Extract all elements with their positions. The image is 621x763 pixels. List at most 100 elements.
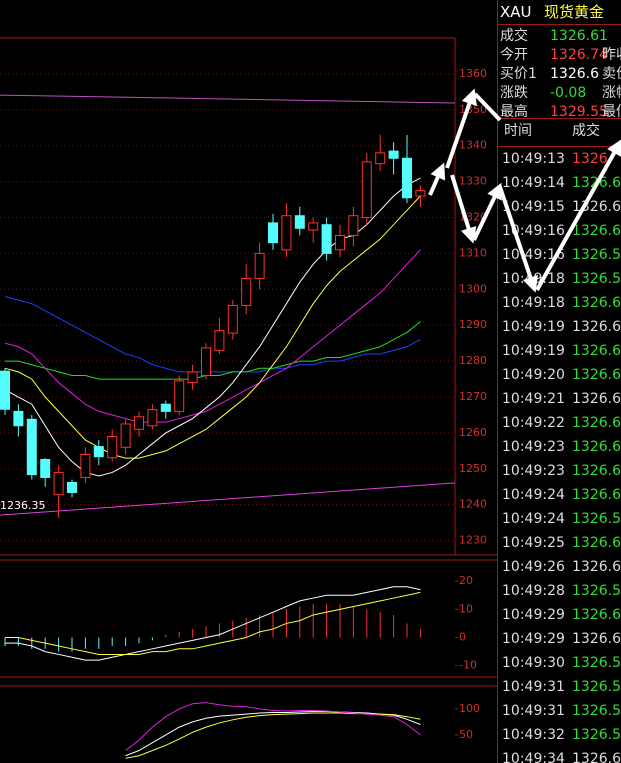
quote-value: 1329.55	[550, 104, 608, 120]
indicator-line	[4, 296, 421, 373]
tick-price: 1326.5	[572, 655, 621, 671]
tick-time: 10:49:23	[502, 439, 565, 455]
tick-price: 1326.5	[572, 703, 621, 719]
candle-body	[214, 330, 225, 351]
tick-time: 10:49:34	[502, 751, 565, 763]
column-header: 成交	[572, 123, 600, 139]
candle-body	[160, 403, 171, 412]
y-tick-label: 1290	[459, 318, 487, 331]
candle-body	[147, 409, 158, 427]
tick-price: 1326.6	[572, 415, 621, 431]
quote-label: 涨幅	[602, 85, 621, 101]
tick-price: 1326.5	[572, 247, 621, 263]
tick-time: 10:49:31	[502, 679, 565, 695]
tick-price: 1326.6	[572, 343, 621, 359]
candle-body	[361, 161, 372, 219]
candle-body	[80, 453, 91, 478]
candle-body	[67, 481, 77, 494]
tick-price: 1326.5	[572, 727, 621, 743]
candle-body	[93, 446, 104, 458]
candle-body	[107, 436, 118, 459]
indicator-line	[5, 586, 421, 661]
quote-label: 买价1	[500, 66, 537, 82]
instrument-name: 现货黄金	[544, 3, 605, 21]
candle-body	[120, 423, 131, 448]
quote-value: -0.08	[550, 85, 587, 101]
tick-price: 1326.6	[572, 631, 621, 647]
candle-body	[348, 215, 359, 236]
candle-body	[268, 222, 278, 244]
y-tick-label: 1230	[459, 534, 487, 547]
tick-time: 10:49:23	[502, 463, 565, 479]
tick-price: 1326.6	[572, 439, 621, 455]
y-tick-label: 10	[459, 602, 473, 615]
candle-body	[13, 410, 24, 427]
indicator-line	[4, 195, 421, 459]
tick-time: 10:49:16	[502, 247, 565, 263]
tick-time: 10:49:32	[502, 727, 565, 743]
candle-body	[227, 304, 238, 334]
quote-label: 昨收	[602, 47, 621, 63]
tick-time: 10:49:31	[502, 703, 565, 719]
y-tick-label: 1250	[459, 462, 487, 475]
y-tick-label: -10	[459, 659, 477, 672]
candle-body	[0, 370, 10, 410]
tick-price: 1326.5	[572, 271, 621, 287]
indicator-line	[5, 591, 421, 655]
indicator-line	[125, 712, 421, 759]
trend-line	[0, 94, 456, 104]
candle-body	[388, 150, 399, 159]
tick-price: 1326	[572, 151, 608, 167]
candle-body	[40, 458, 51, 478]
arrow	[445, 88, 477, 169]
candle-body	[415, 190, 426, 197]
y-tick-label: 1330	[459, 175, 487, 188]
tick-time: 10:49:21	[502, 391, 565, 407]
y-tick-label: 1310	[459, 246, 487, 259]
tick-price: 1326.6	[572, 319, 621, 335]
quote-value: 1326.74	[550, 47, 608, 63]
candle-body	[281, 215, 292, 251]
candle-body	[134, 416, 144, 430]
tick-price: 1326.6	[572, 295, 621, 311]
candle-body	[201, 347, 211, 376]
tick-time: 10:49:13	[502, 151, 565, 167]
candle-body	[26, 418, 37, 476]
tick-price: 1326.5	[572, 511, 621, 527]
tick-time: 10:49:30	[502, 655, 565, 671]
column-header: 时间	[504, 123, 532, 139]
quote-value: 1326.61	[550, 28, 608, 44]
tick-price: 1326.6	[572, 391, 621, 407]
tick-price: 1326.6	[572, 607, 621, 623]
quote-label: 涨跌	[500, 85, 528, 101]
tick-time: 10:49:15	[502, 199, 565, 215]
tick-price: 1326.6	[572, 559, 621, 575]
quote-label: 今开	[500, 47, 528, 63]
arrow	[498, 186, 539, 293]
symbol: XAU	[500, 3, 532, 21]
y-tick-label: 1280	[459, 354, 487, 367]
arrow	[450, 174, 477, 244]
candle-body	[187, 371, 198, 384]
tick-price: 1326.6	[572, 535, 621, 551]
arrow	[473, 92, 502, 122]
tick-price: 1326.6	[572, 751, 621, 763]
tick-time: 10:49:29	[502, 607, 565, 623]
quote-label: 成交	[500, 28, 528, 44]
arrow	[535, 139, 621, 291]
candle-body	[335, 234, 345, 251]
tick-price: 1326.5	[572, 583, 621, 599]
candle-body	[294, 215, 305, 229]
tick-time: 10:49:14	[502, 175, 565, 191]
tick-time: 10:49:19	[502, 319, 565, 335]
candle-body	[53, 471, 64, 496]
tick-time: 10:49:18	[502, 295, 565, 311]
tick-time: 10:49:20	[502, 367, 565, 383]
candle-body	[241, 278, 252, 306]
candle-body	[375, 152, 386, 165]
tick-price: 1326.6	[572, 463, 621, 479]
arrow	[472, 182, 502, 241]
y-tick-label: 20	[459, 574, 473, 587]
